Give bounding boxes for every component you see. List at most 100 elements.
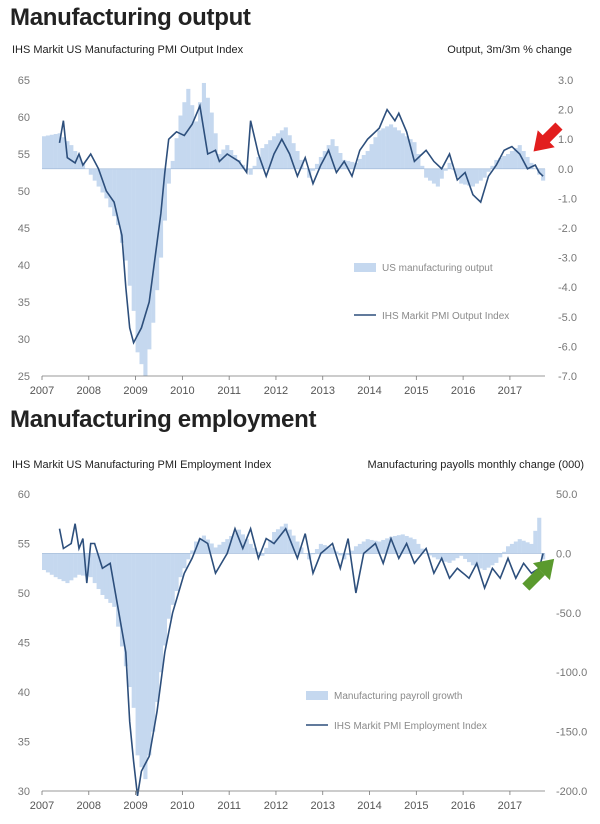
- bar-mark: [350, 550, 355, 554]
- left-tick-label: 45: [18, 223, 30, 235]
- bar-mark: [326, 145, 331, 169]
- bar-mark: [455, 168, 460, 177]
- bar-mark: [229, 535, 234, 554]
- bar-mark: [439, 168, 444, 179]
- red-arrow-down-shape: [533, 122, 563, 152]
- bar-mark: [127, 168, 132, 286]
- bar-mark: [260, 553, 265, 556]
- bar-mark: [428, 553, 433, 556]
- arrow-head: [533, 130, 555, 152]
- bar-mark: [88, 168, 93, 175]
- bar-mark: [412, 539, 417, 554]
- bar-mark: [361, 154, 366, 169]
- bar-mark: [143, 168, 148, 376]
- bar-mark: [470, 168, 476, 187]
- legend-bar-swatch: [354, 263, 376, 272]
- bar-mark: [42, 136, 47, 169]
- bar-mark: [357, 543, 362, 554]
- right-tick-label: -150.0: [556, 727, 587, 739]
- bar-mark: [373, 137, 378, 169]
- bar-mark: [268, 140, 273, 169]
- bar-mark: [240, 534, 245, 554]
- legend-bar-swatch: [306, 691, 328, 700]
- arrow-head: [532, 558, 555, 581]
- bar-mark: [299, 547, 304, 554]
- bar-mark: [80, 553, 86, 576]
- bar-mark: [221, 541, 226, 554]
- red-arrow-down-icon: [533, 122, 563, 152]
- bar-mark: [45, 553, 50, 573]
- bar-mark: [295, 151, 300, 169]
- bar-mark: [537, 517, 542, 554]
- bar-mark: [151, 168, 156, 323]
- bar-mark: [53, 134, 58, 169]
- bar-mark: [334, 146, 339, 169]
- bar-mark: [517, 539, 522, 554]
- employment-right-ticks: -200.0 -150.0 -100.0 -50.0 0.0 50.0: [556, 489, 587, 798]
- bar-mark: [236, 159, 242, 169]
- bar-mark: [506, 546, 511, 554]
- bar-mark: [342, 553, 347, 560]
- bar-mark: [139, 553, 144, 768]
- bar-mark: [112, 168, 117, 217]
- bar-mark: [459, 553, 464, 556]
- bar-mark: [88, 553, 93, 578]
- bar-mark: [314, 549, 320, 554]
- bar-mark: [217, 544, 222, 554]
- left-tick-label: 60: [18, 112, 30, 124]
- bar-mark: [162, 553, 167, 646]
- bar-mark: [201, 535, 206, 554]
- left-tick-label: 25: [18, 371, 30, 383]
- bar-mark: [162, 168, 167, 221]
- legend-line-label: IHS Markit PMI Output Index: [382, 311, 509, 322]
- bar-mark: [190, 550, 195, 554]
- bar-mark: [470, 553, 476, 566]
- bar-mark: [151, 553, 156, 732]
- arrow-shaft: [522, 568, 545, 591]
- bar-mark: [435, 553, 440, 560]
- bar-mark: [377, 130, 382, 169]
- bar-mark: [244, 539, 249, 554]
- bar-mark: [420, 548, 425, 554]
- bar-mark: [338, 553, 343, 556]
- bar-mark: [155, 553, 160, 702]
- right-tick-label: 0.0: [558, 164, 573, 176]
- bar-mark: [392, 535, 398, 554]
- bar-mark: [443, 553, 448, 562]
- right-tick-label: 2.0: [558, 105, 573, 117]
- x-tick-label: 2016: [451, 800, 475, 812]
- bar-mark: [541, 553, 546, 560]
- bar-mark: [353, 546, 359, 554]
- bar-mark: [385, 538, 390, 554]
- bar-mark: [100, 553, 105, 595]
- right-tick-label: -200.0: [556, 786, 587, 798]
- bar-mark: [197, 102, 203, 169]
- left-tick-label: 30: [18, 334, 30, 346]
- left-tick-label: 55: [18, 149, 30, 161]
- output-x-ticks: 2007 2008 2009 2010 2011 2012 2013 2014 2015 2016…: [30, 375, 545, 397]
- bar-mark: [108, 168, 113, 208]
- bar-mark: [467, 553, 472, 563]
- right-tick-label: -2.0: [558, 223, 577, 235]
- bar-mark: [318, 156, 323, 169]
- bar-mark: [322, 151, 327, 169]
- x-tick-label: 2016: [451, 385, 475, 397]
- left-tick-label: 50: [18, 186, 30, 198]
- x-tick-label: 2009: [123, 800, 147, 812]
- bar-mark: [513, 541, 518, 554]
- output-legend: US manufacturing output IHS Markit PMI Ou…: [354, 263, 509, 322]
- x-tick-label: 2015: [404, 385, 428, 397]
- bar-mark: [248, 543, 253, 554]
- x-tick-label: 2009: [123, 385, 147, 397]
- bar-mark: [252, 165, 257, 169]
- x-tick-label: 2012: [264, 385, 288, 397]
- bar-mark: [381, 539, 386, 554]
- bar-mark: [139, 168, 144, 365]
- bar-mark: [116, 553, 121, 627]
- bar-mark: [381, 128, 386, 169]
- bar-mark: [463, 168, 468, 185]
- bar-mark: [131, 553, 136, 708]
- bar-mark: [334, 551, 339, 554]
- bar-mark: [389, 124, 394, 169]
- bar-mark: [287, 529, 292, 554]
